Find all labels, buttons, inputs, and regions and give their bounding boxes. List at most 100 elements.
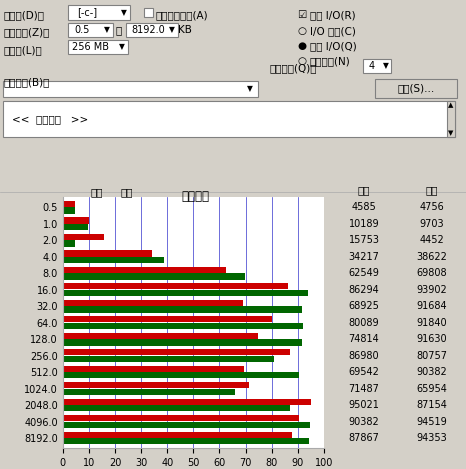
Bar [3, 101, 455, 137]
Bar [63, 267, 226, 273]
Text: 0.5: 0.5 [74, 25, 89, 35]
Text: 4: 4 [369, 61, 375, 71]
Bar [63, 283, 288, 289]
Bar [63, 306, 302, 312]
Bar [63, 224, 88, 230]
Text: ▲: ▲ [448, 102, 454, 108]
Bar [68, 23, 113, 37]
Text: 测试结果: 测试结果 [182, 190, 210, 204]
Bar [63, 250, 152, 257]
Bar [63, 273, 245, 280]
Bar [3, 81, 258, 97]
Text: 传输大小(Z)：: 传输大小(Z)： [3, 27, 49, 37]
Bar [63, 356, 274, 362]
Bar [63, 300, 243, 306]
Text: 8192.0: 8192.0 [131, 25, 165, 35]
Bar [375, 79, 457, 98]
Text: 86980: 86980 [349, 351, 379, 361]
Text: 256 MB: 256 MB [71, 42, 109, 52]
Bar [447, 101, 455, 137]
Text: 87154: 87154 [416, 400, 447, 410]
Text: 91630: 91630 [416, 334, 447, 344]
Bar [63, 241, 75, 247]
Text: 交叠 I/O(Q): 交叠 I/O(Q) [310, 41, 357, 51]
Bar [63, 339, 302, 346]
Text: 写入: 写入 [90, 187, 103, 197]
Text: 62549: 62549 [349, 268, 379, 278]
Text: 直接 I/O(R): 直接 I/O(R) [310, 10, 356, 20]
Text: ○: ○ [297, 26, 306, 36]
Text: 69808: 69808 [416, 268, 447, 278]
Bar [63, 349, 290, 356]
Bar [63, 217, 89, 224]
Bar [363, 59, 391, 73]
Bar [63, 201, 75, 207]
Text: <<  你的描述   >>: << 你的描述 >> [12, 114, 88, 124]
Bar [63, 415, 299, 421]
Text: KB: KB [178, 25, 192, 35]
Bar [63, 234, 104, 240]
Text: 4756: 4756 [419, 202, 444, 212]
Bar [63, 257, 164, 263]
Bar [63, 382, 249, 388]
Text: ▼: ▼ [104, 25, 110, 35]
Text: ▼: ▼ [448, 130, 454, 136]
Text: 87867: 87867 [349, 433, 379, 443]
Bar [63, 366, 244, 372]
Text: 开始(S)...: 开始(S)... [397, 83, 435, 93]
Bar [144, 8, 153, 17]
Text: 80089: 80089 [349, 318, 379, 328]
Text: 65954: 65954 [416, 384, 447, 393]
Text: [-c-]: [-c-] [77, 8, 97, 17]
Text: 38622: 38622 [416, 252, 447, 262]
Text: 读取: 读取 [120, 187, 133, 197]
Text: 94353: 94353 [416, 433, 447, 443]
Text: 4452: 4452 [419, 235, 444, 245]
Bar [63, 422, 309, 428]
Text: 91684: 91684 [416, 301, 447, 311]
Text: 驱动器(D)：: 驱动器(D)： [3, 10, 44, 20]
Bar [63, 316, 272, 323]
Bar [63, 323, 302, 329]
Text: ▼: ▼ [383, 61, 389, 70]
Text: 90382: 90382 [349, 416, 379, 426]
Text: 91840: 91840 [416, 318, 447, 328]
Text: 68925: 68925 [349, 301, 379, 311]
Text: 队列深度(Q)：: 队列深度(Q)： [270, 63, 317, 73]
Text: ▼: ▼ [121, 8, 127, 17]
Text: 86294: 86294 [349, 285, 379, 295]
Bar [63, 389, 235, 395]
Text: 总长度(L)：: 总长度(L)： [3, 45, 42, 55]
Bar [63, 207, 75, 214]
Bar [126, 23, 178, 37]
Text: 69542: 69542 [349, 367, 379, 377]
Text: 受控制于(B)：: 受控制于(B)： [3, 77, 49, 87]
Bar [63, 290, 308, 296]
Text: 15753: 15753 [349, 235, 379, 245]
Text: I/O 比较(C): I/O 比较(C) [310, 26, 356, 36]
Bar [68, 5, 130, 20]
Text: 强制写入访问(A): 强制写入访问(A) [156, 10, 209, 20]
Bar [63, 372, 299, 378]
Text: 93902: 93902 [416, 285, 447, 295]
Text: 到: 到 [115, 25, 121, 35]
Bar [63, 431, 292, 438]
Bar [63, 438, 309, 445]
Text: ☑: ☑ [297, 10, 306, 20]
Text: 两者都不(N): 两者都不(N) [310, 56, 351, 66]
Text: ▼: ▼ [169, 25, 175, 35]
Bar [68, 40, 128, 54]
Text: 94519: 94519 [416, 416, 447, 426]
Text: ○: ○ [297, 56, 306, 66]
Text: ▼: ▼ [119, 43, 125, 52]
Bar [63, 405, 290, 411]
Bar [63, 399, 311, 405]
Bar [63, 333, 258, 339]
Text: 10189: 10189 [349, 219, 379, 229]
Text: 90382: 90382 [416, 367, 447, 377]
Text: 71487: 71487 [349, 384, 379, 393]
Text: 95021: 95021 [349, 400, 379, 410]
Text: 74814: 74814 [349, 334, 379, 344]
Text: 34217: 34217 [349, 252, 379, 262]
Text: 80757: 80757 [416, 351, 447, 361]
